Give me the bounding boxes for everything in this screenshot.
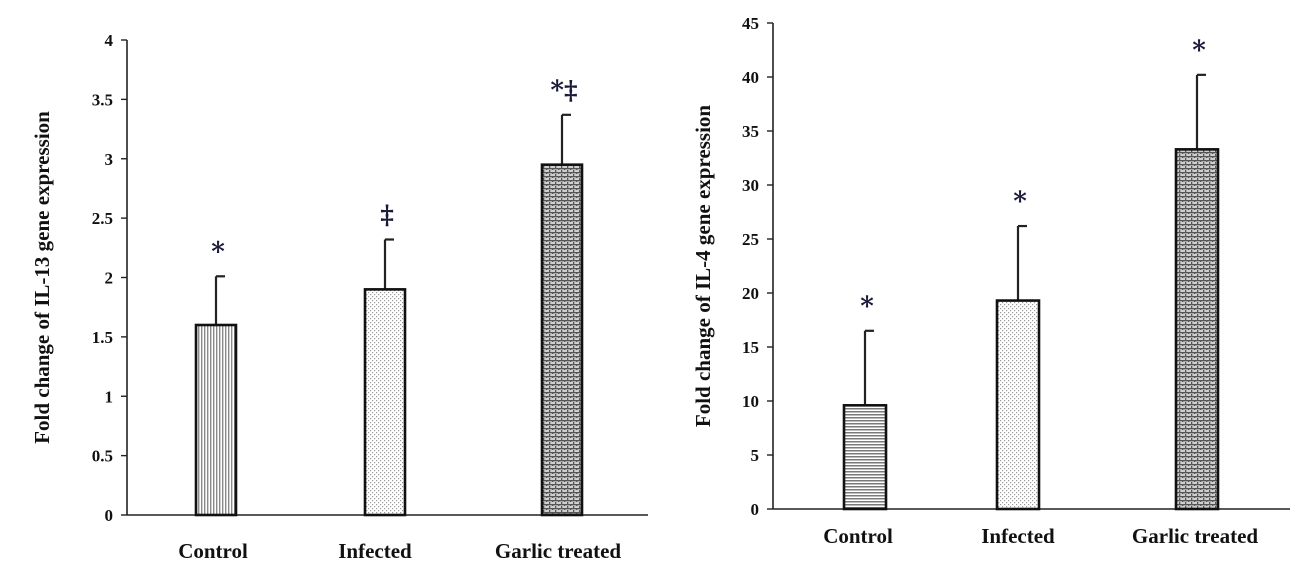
chart2-y-tick-label: 30 [742, 176, 759, 195]
chart2-bar [842, 404, 888, 511]
chart1-y-axis-label: Fold change of IL-13 gene expression [30, 111, 54, 444]
chart2-bar [995, 299, 1041, 511]
chart2-annotation: * [1192, 36, 1206, 66]
chart2-y-tick-label: 10 [742, 392, 759, 411]
chart1-bar [363, 288, 407, 517]
chart2-y-axis-label: Fold change of IL-4 gene expression [691, 105, 715, 428]
chart1-y-tick-label: 4 [105, 31, 114, 50]
chart1-annotation: *‡ [550, 76, 577, 106]
chart2-y-tick-label: 15 [742, 338, 759, 357]
chart2-y-tick-label: 35 [742, 122, 759, 141]
chart2-y-tick-label: 45 [742, 14, 759, 33]
chart2-annotation: * [860, 292, 874, 322]
chart2-y-tick-label: 20 [742, 284, 759, 303]
chart2-y-tick-label: 0 [751, 500, 760, 519]
chart1-bar [540, 163, 584, 517]
chart1-category-label: Infected [338, 539, 412, 563]
chart2-category-label: Garlic treated [1132, 524, 1258, 548]
chart2-annotation: * [1013, 187, 1027, 217]
chart1-y-tick-label: 2.5 [92, 209, 113, 228]
chart1-annotation: * [211, 237, 225, 267]
chart2-y-tick-label: 40 [742, 68, 759, 87]
chart1-y-tick-label: 2 [105, 269, 114, 288]
chart1-y-tick-label: 3 [105, 150, 114, 169]
chart1-annotation: ‡ [380, 201, 394, 231]
chart1-y-tick-label: 0.5 [92, 447, 113, 466]
chart2-category-label: Control [823, 524, 893, 548]
chart2-y-tick-label: 5 [751, 446, 760, 465]
chart2-category-label: Infected [981, 524, 1055, 548]
chart1-category-label: Control [178, 539, 248, 563]
chart1-y-tick-label: 1 [105, 387, 114, 406]
chart2-y-tick-label: 25 [742, 230, 759, 249]
chart1-y-tick-label: 0 [105, 506, 114, 525]
chart1-category-label: Garlic treated [495, 539, 621, 563]
chart1-bar [194, 323, 238, 517]
chart1-y-tick-label: 3.5 [92, 90, 113, 109]
chart1-y-tick-label: 1.5 [92, 328, 113, 347]
chart2-bar [1174, 148, 1220, 511]
